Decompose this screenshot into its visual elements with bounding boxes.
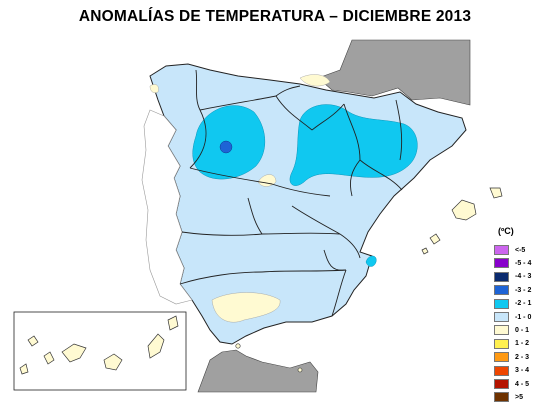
legend-swatch [494, 298, 509, 309]
legend-item: 3 - 4 [494, 365, 530, 376]
legend-label: <-5 [515, 246, 526, 254]
legend-item: 2 - 3 [494, 352, 530, 363]
legend-label: -5 - 4 [515, 259, 532, 267]
legend-item: -3 - 2 [494, 285, 532, 296]
cold-anomaly-northeast [289, 104, 418, 186]
legend-item: -2 - 1 [494, 298, 532, 309]
legend-item: >5 [494, 392, 523, 403]
legend-item: -5 - 4 [494, 258, 532, 269]
legend-swatch [494, 338, 509, 349]
ceuta [235, 343, 241, 349]
balearic-islands [421, 187, 503, 255]
cold-anomaly-core [219, 140, 233, 154]
legend-unit: (ºC) [498, 226, 514, 236]
legend-swatch [494, 258, 509, 269]
legend-swatch [494, 379, 509, 389]
legend-swatch [494, 392, 509, 403]
regional-borders [179, 69, 403, 317]
legend-swatch [494, 312, 509, 322]
legend-label: 2 - 3 [515, 353, 530, 361]
map-title: ANOMALÍAS DE TEMPERATURA – DICIEMBRE 201… [78, 8, 472, 25]
warm-anomaly-cantabria [299, 74, 331, 87]
legend-label: -1 - 0 [515, 313, 532, 321]
morocco-landmass [197, 349, 319, 393]
france-landmass [317, 39, 471, 106]
canary-islands [19, 315, 179, 375]
legend-label: 4 - 5 [515, 380, 530, 388]
legend-swatch [494, 352, 509, 363]
legend-label: -4 - 3 [515, 273, 532, 281]
cold-anomaly-valencia [365, 255, 377, 267]
portugal-landmass [141, 109, 193, 305]
legend-label: 1 - 2 [515, 340, 530, 348]
legend-item: -1 - 0 [494, 312, 531, 322]
legend-label: 3 - 4 [515, 367, 530, 375]
warm-anomaly-andalucia [211, 292, 281, 323]
legend-label: >5 [515, 393, 523, 401]
legend-label: 0 - 1 [515, 326, 530, 334]
legend-swatch [494, 245, 509, 255]
legend-swatch [494, 271, 509, 282]
legend-swatch [494, 365, 509, 376]
legend-item: <-5 [494, 245, 525, 255]
legend-item: -4 - 3 [494, 271, 532, 282]
legend-item: 4 - 5 [494, 379, 529, 389]
legend-label: -3 - 2 [515, 286, 532, 294]
warm-anomaly-galicia [149, 84, 159, 93]
legend-label: -2 - 1 [515, 300, 532, 308]
legend-swatch [494, 325, 509, 336]
legend-swatch [494, 285, 509, 296]
legend-item: 0 - 1 [494, 325, 530, 336]
spain-peninsula [149, 63, 467, 345]
legend-item: 1 - 2 [494, 338, 530, 349]
melilla [297, 367, 303, 373]
